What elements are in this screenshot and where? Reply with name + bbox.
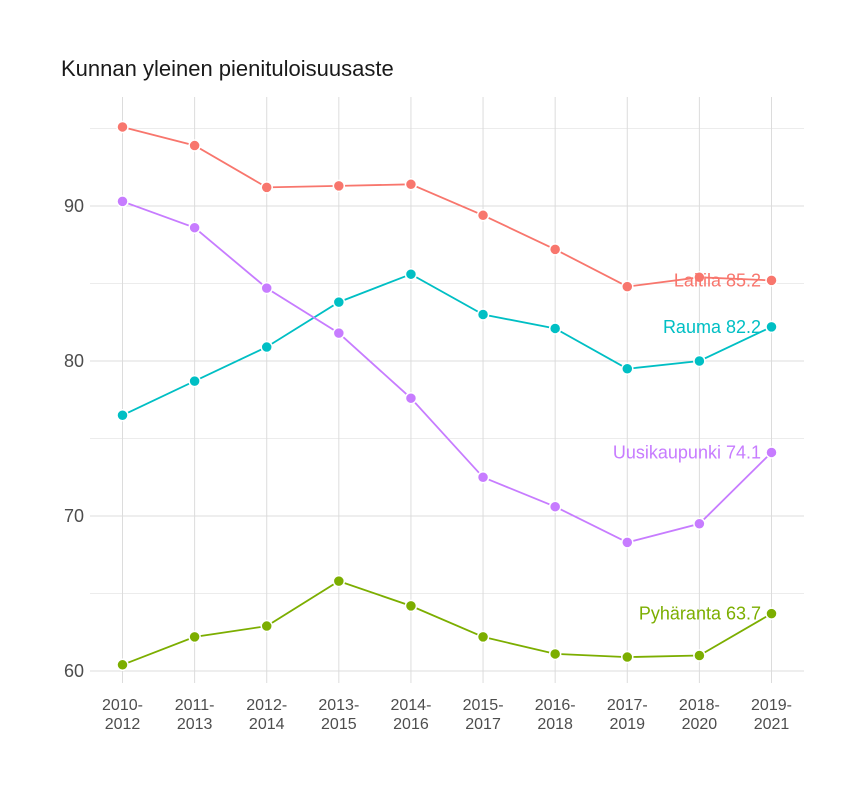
data-point-rauma bbox=[332, 295, 346, 309]
data-point-rauma bbox=[548, 322, 562, 335]
series-lines bbox=[122, 126, 773, 666]
data-point-laitila bbox=[621, 280, 634, 293]
x-tick-label: 2011-2013 bbox=[175, 697, 215, 733]
data-point-laitila bbox=[188, 139, 201, 152]
data-point-laitila bbox=[476, 209, 490, 222]
x-tick-label: 2017-2019 bbox=[607, 697, 648, 733]
data-point-uusikaupunki bbox=[548, 500, 562, 513]
data-point-pyh-ranta bbox=[332, 574, 346, 588]
series-label-uusikaupunki: Uusikaupunki 74.1 bbox=[613, 442, 761, 462]
data-point-pyh-ranta bbox=[693, 649, 706, 662]
grid bbox=[90, 97, 804, 683]
data-point-uusikaupunki bbox=[116, 195, 129, 208]
data-point-pyh-ranta bbox=[621, 650, 634, 664]
y-tick-label: 60 bbox=[64, 661, 84, 681]
series-points bbox=[116, 120, 778, 672]
y-tick-label: 70 bbox=[64, 506, 84, 526]
data-point-uusikaupunki bbox=[260, 281, 273, 295]
data-point-laitila bbox=[260, 181, 273, 194]
chart-title: Kunnan yleinen pienituloisuusaste bbox=[61, 56, 394, 81]
series-label-rauma: Rauma 82.2 bbox=[663, 317, 761, 337]
data-point-uusikaupunki bbox=[332, 326, 346, 340]
data-point-rauma bbox=[476, 308, 490, 321]
x-tick-label: 2016-2018 bbox=[535, 697, 576, 733]
series-label-laitila: Laitila 85.2 bbox=[674, 270, 761, 290]
x-tick-label: 2012-2014 bbox=[246, 697, 287, 733]
data-point-rauma bbox=[116, 409, 129, 422]
y-axis: 60 70 80 90 bbox=[64, 196, 84, 681]
x-tick-label: 2018-2020 bbox=[679, 697, 720, 733]
data-point-uusikaupunki bbox=[693, 517, 706, 530]
data-point-uusikaupunki bbox=[188, 221, 201, 234]
data-point-uusikaupunki bbox=[476, 471, 490, 484]
data-point-rauma bbox=[260, 340, 273, 354]
data-point-uusikaupunki bbox=[404, 391, 418, 405]
data-point-laitila bbox=[548, 243, 562, 256]
x-tick-label: 2014-2016 bbox=[390, 697, 431, 733]
data-point-pyh-ranta bbox=[260, 619, 273, 633]
series-label-pyh-ranta: Pyhäranta 63.7 bbox=[639, 604, 761, 624]
data-point-uusikaupunki bbox=[765, 446, 778, 459]
data-point-rauma bbox=[621, 362, 634, 375]
data-point-pyh-ranta bbox=[404, 599, 418, 613]
data-point-rauma bbox=[693, 354, 706, 368]
y-tick-label: 80 bbox=[64, 351, 84, 371]
data-point-rauma bbox=[188, 374, 201, 388]
data-point-uusikaupunki bbox=[621, 536, 634, 549]
series-line-pyh-ranta bbox=[122, 580, 772, 666]
series-line-uusikaupunki bbox=[122, 200, 773, 544]
data-point-rauma bbox=[765, 320, 778, 334]
x-axis: 2010-2012 2011-2013 2012-2014 2013-2015 2014… bbox=[102, 697, 792, 733]
y-tick-label: 90 bbox=[64, 196, 84, 216]
x-tick-label: 2010-2012 bbox=[102, 697, 143, 733]
series-line-laitila bbox=[122, 126, 772, 288]
data-point-laitila bbox=[404, 178, 418, 191]
data-point-pyh-ranta bbox=[548, 647, 562, 661]
series-line-rauma bbox=[122, 273, 772, 417]
data-point-laitila bbox=[765, 274, 778, 287]
data-point-pyh-ranta bbox=[116, 658, 129, 672]
data-point-rauma bbox=[404, 267, 418, 281]
data-point-laitila bbox=[332, 179, 346, 193]
data-point-pyh-ranta bbox=[765, 607, 778, 620]
x-tick-label: 2015-2017 bbox=[463, 697, 504, 733]
data-point-pyh-ranta bbox=[476, 630, 490, 644]
series-labels: Laitila 85.2 Rauma 82.2 Uusikaupunki 74.1 P… bbox=[613, 270, 761, 623]
x-tick-label: 2013-2015 bbox=[318, 697, 359, 733]
data-point-laitila bbox=[116, 120, 129, 134]
x-tick-label: 2019-2021 bbox=[751, 697, 792, 733]
data-point-laitila bbox=[693, 271, 706, 284]
data-point-pyh-ranta bbox=[188, 630, 201, 644]
